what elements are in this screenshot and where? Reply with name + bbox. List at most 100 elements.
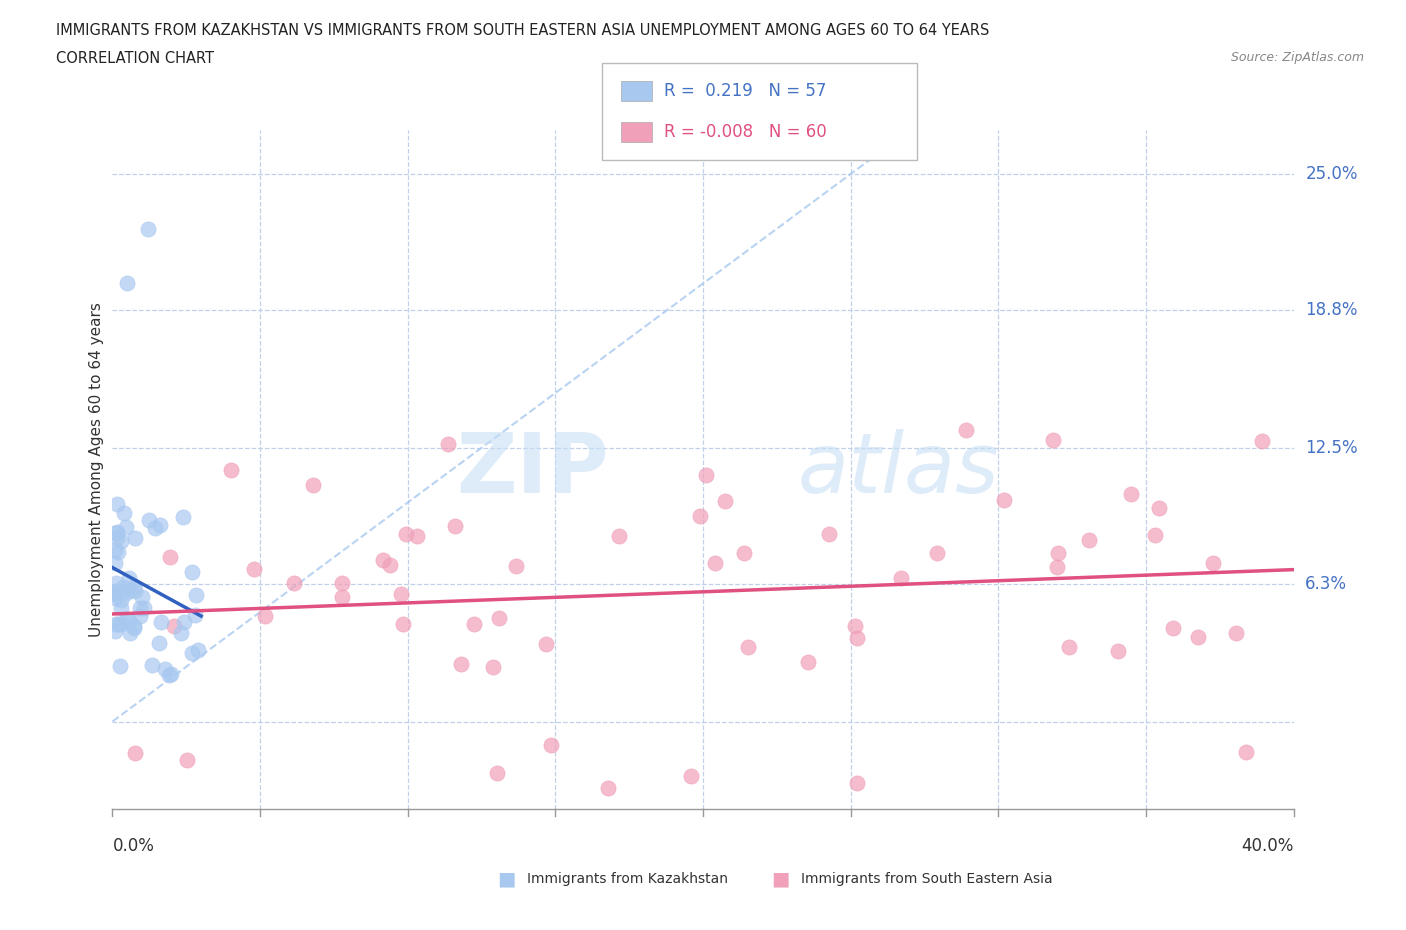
Text: atlas: atlas [797,429,1000,511]
Point [733,545,755,560]
Point [173,615,195,630]
Point [505,559,527,574]
Point [104,623,127,638]
Point [117,613,139,628]
Point [596,780,619,795]
Point [131,590,153,604]
Point [389,586,412,601]
Point [184,588,207,603]
Point [129,601,152,616]
Point [159,549,181,564]
Point [104,587,127,602]
Point [796,655,818,670]
Text: Immigrants from South Eastern Asia: Immigrants from South Eastern Asia [801,871,1053,886]
Point [136,221,159,236]
Text: CORRELATION CHART: CORRELATION CHART [56,51,214,66]
Point [890,571,912,586]
Point [110,592,132,607]
Point [112,505,135,520]
Point [122,579,145,594]
Point [112,579,135,594]
Point [1234,745,1257,760]
Point [371,552,394,567]
Point [110,534,132,549]
Text: 18.8%: 18.8% [1305,300,1358,319]
Point [117,276,138,291]
Text: R = -0.008   N = 60: R = -0.008 N = 60 [664,123,827,141]
Point [845,776,868,790]
Point [170,625,193,640]
Point [1144,527,1167,542]
Point [283,576,305,591]
Point [243,562,266,577]
Point [110,617,132,631]
Point [540,737,562,752]
Point [704,555,727,570]
Point [444,519,467,534]
Text: IMMIGRANTS FROM KAZAKHSTAN VS IMMIGRANTS FROM SOUTH EASTERN ASIA UNEMPLOYMENT AM: IMMIGRANTS FROM KAZAKHSTAN VS IMMIGRANTS… [56,23,990,38]
Point [330,590,353,604]
Point [993,492,1015,507]
Point [955,423,977,438]
Point [163,618,186,633]
Point [118,583,141,598]
Point [107,617,129,631]
Text: ■: ■ [496,870,516,888]
Point [450,657,472,671]
Point [1225,625,1247,640]
Point [482,659,505,674]
Point [378,557,401,572]
Point [485,765,508,780]
Point [1078,533,1101,548]
Point [181,565,204,579]
Point [128,609,150,624]
Point [141,658,163,672]
Point [104,617,127,631]
Point [149,615,172,630]
Point [105,576,128,591]
Point [184,608,207,623]
Point [124,584,146,599]
Point [1202,555,1225,570]
Point [155,662,177,677]
Point [122,618,145,633]
Point [395,526,418,541]
Point [818,526,841,541]
Point [463,617,485,631]
Point [607,529,630,544]
Point [122,620,145,635]
Point [488,611,510,626]
Point [157,668,180,683]
Point [302,478,325,493]
Point [713,494,735,509]
Point [104,586,127,601]
Point [104,591,127,605]
Point [534,637,557,652]
Point [104,543,127,558]
Point [176,752,198,767]
Point [844,618,866,633]
Point [695,468,717,483]
Point [118,626,141,641]
Text: 25.0%: 25.0% [1305,165,1358,183]
Text: ■: ■ [770,870,790,888]
Point [118,571,141,586]
Point [105,525,128,540]
Point [115,519,138,534]
Point [330,576,353,591]
Point [254,609,277,624]
Point [1057,640,1080,655]
Text: 6.3%: 6.3% [1305,575,1347,592]
Point [437,437,460,452]
Point [172,510,194,525]
Point [1046,559,1069,574]
Point [1046,546,1069,561]
Point [105,497,128,512]
Point [1161,620,1184,635]
Point [110,601,132,616]
Point [1107,644,1129,658]
Point [925,546,948,561]
Text: 40.0%: 40.0% [1241,837,1294,855]
Point [679,768,702,783]
Text: ZIP: ZIP [456,429,609,511]
